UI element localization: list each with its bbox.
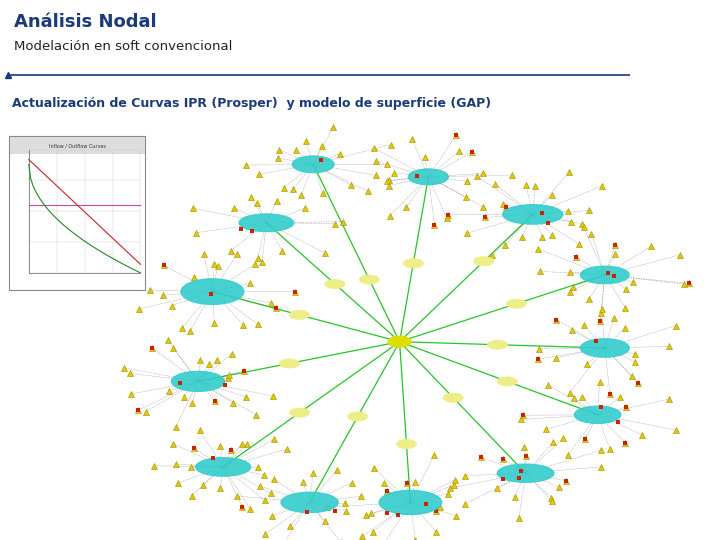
Ellipse shape — [325, 280, 345, 289]
Ellipse shape — [408, 169, 449, 185]
Ellipse shape — [474, 256, 494, 266]
Ellipse shape — [196, 457, 251, 476]
Ellipse shape — [279, 359, 300, 368]
Ellipse shape — [348, 412, 368, 421]
Text: Análisis Nodal: Análisis Nodal — [14, 13, 156, 31]
Text: Modelación en soft convencional: Modelación en soft convencional — [14, 40, 233, 53]
Ellipse shape — [359, 275, 379, 284]
Ellipse shape — [503, 205, 563, 224]
Ellipse shape — [181, 279, 244, 305]
Text: Actualización de Curvas IPR (Prosper)  y modelo de superficie (GAP): Actualización de Curvas IPR (Prosper) y … — [12, 97, 490, 110]
Ellipse shape — [292, 156, 334, 173]
Ellipse shape — [379, 490, 442, 515]
Ellipse shape — [575, 406, 621, 423]
Ellipse shape — [239, 214, 294, 232]
Ellipse shape — [281, 492, 338, 512]
Text: YPF: YPF — [648, 40, 702, 64]
Ellipse shape — [444, 393, 464, 402]
Ellipse shape — [487, 340, 508, 349]
Ellipse shape — [497, 377, 517, 386]
Ellipse shape — [403, 259, 423, 268]
Ellipse shape — [397, 440, 417, 449]
Ellipse shape — [506, 299, 526, 308]
Text: Inflow / Outflow Curves: Inflow / Outflow Curves — [49, 143, 106, 148]
Ellipse shape — [580, 339, 629, 357]
Ellipse shape — [289, 310, 310, 320]
Ellipse shape — [580, 266, 629, 284]
Ellipse shape — [388, 336, 411, 347]
FancyBboxPatch shape — [9, 137, 145, 291]
Ellipse shape — [171, 372, 225, 392]
Ellipse shape — [289, 408, 310, 417]
Ellipse shape — [498, 464, 554, 482]
FancyBboxPatch shape — [10, 137, 145, 154]
